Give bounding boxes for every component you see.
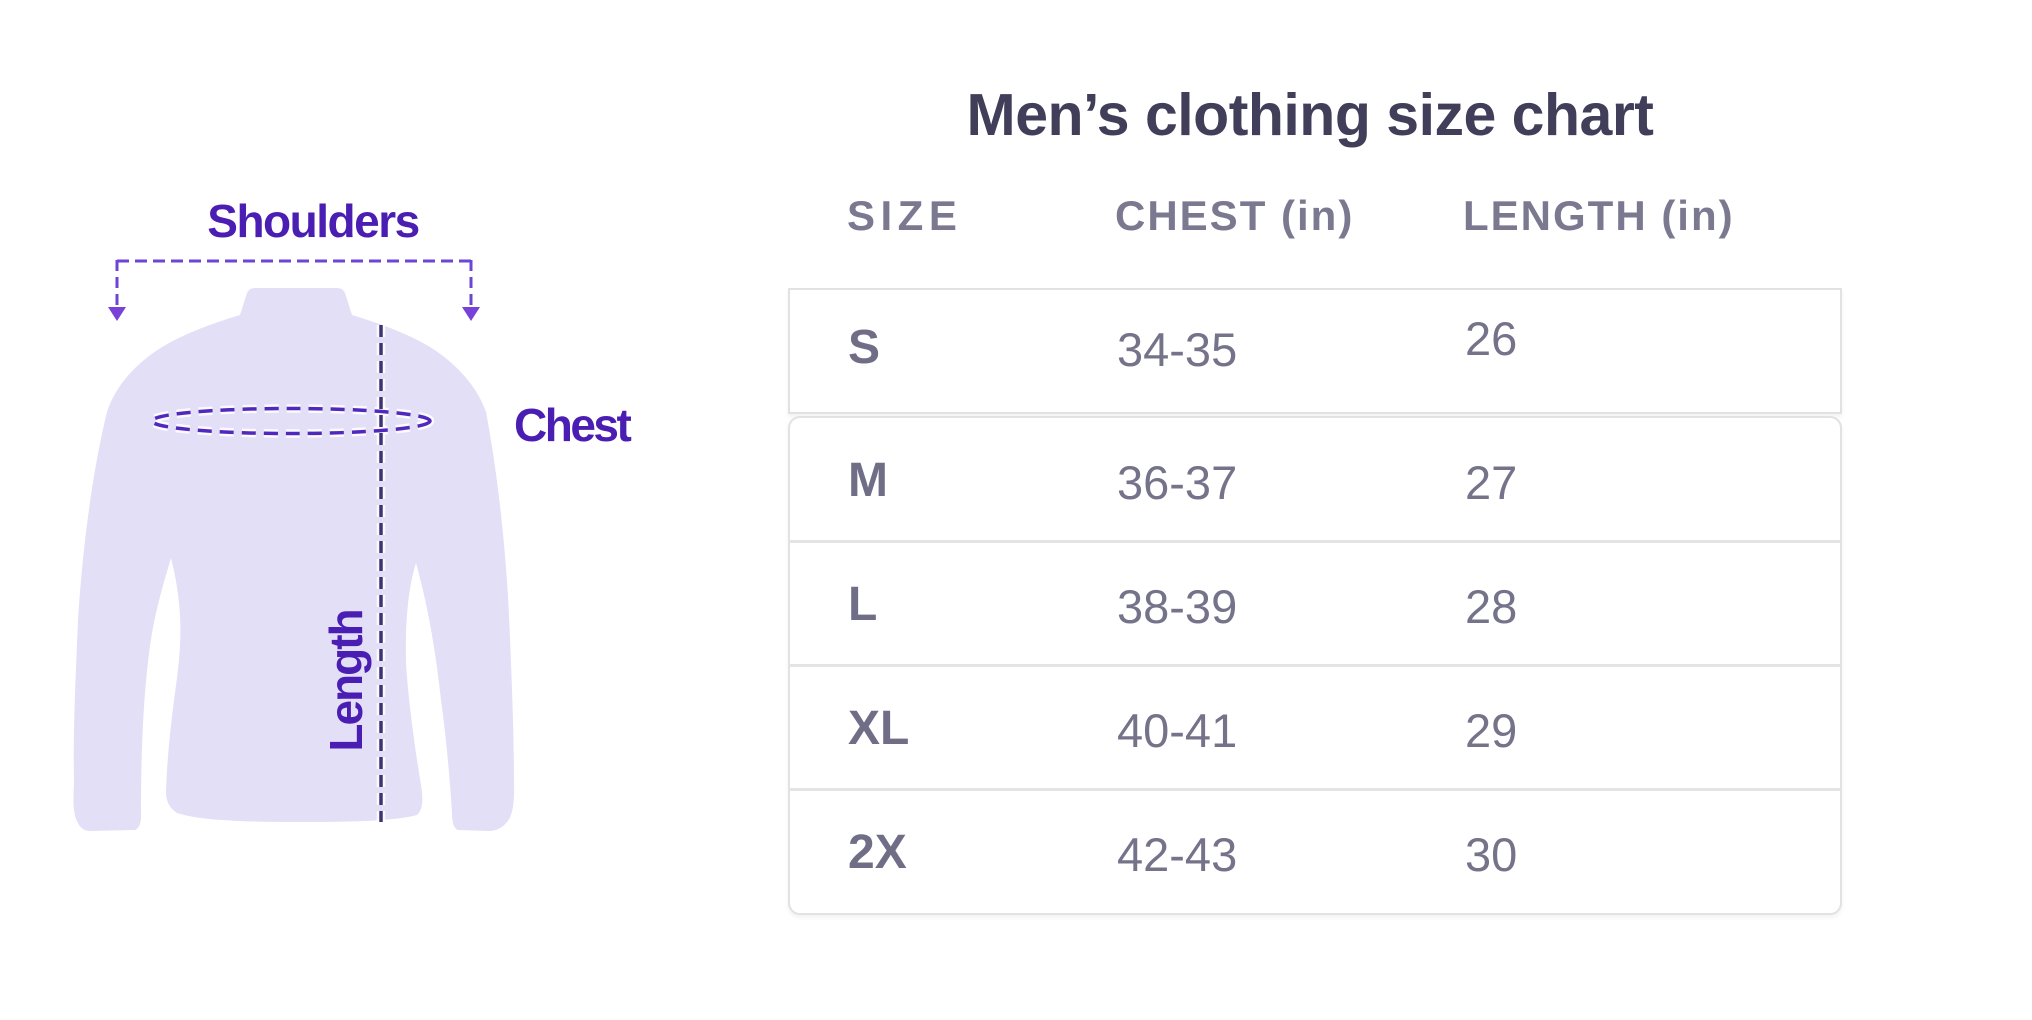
svg-text:Shoulders: Shoulders <box>207 195 418 247</box>
svg-text:Chest: Chest <box>514 399 631 451</box>
svg-text:Length: Length <box>320 610 372 751</box>
